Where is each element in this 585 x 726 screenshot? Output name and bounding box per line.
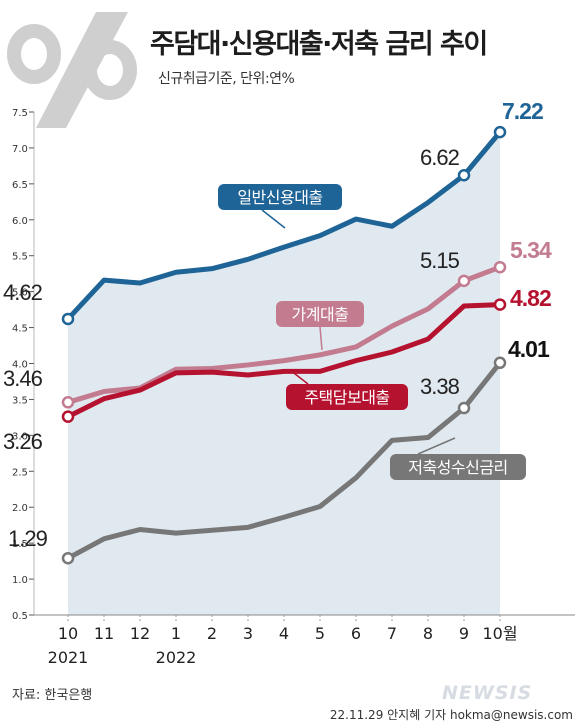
y-tick-label: 4.0 xyxy=(12,360,28,371)
data-label: 3.38 xyxy=(420,374,460,399)
chart-subtitle: 신규취급기준, 단위:연% xyxy=(158,71,295,87)
data-point xyxy=(61,551,75,565)
series-points xyxy=(61,125,507,565)
data-point xyxy=(493,260,507,274)
x-tick-label: 5 xyxy=(315,624,325,643)
y-tick-label: 5.0 xyxy=(12,288,28,299)
series-line-2 xyxy=(65,302,503,420)
x-tick-label: 6 xyxy=(351,624,361,643)
x-tick-label: 10 xyxy=(58,624,78,643)
x-tick-label: 10월 xyxy=(482,624,517,643)
y-tick-label: 1.5 xyxy=(12,539,28,550)
y-tick-label: 1.0 xyxy=(12,575,28,586)
y-tick-label: 2.5 xyxy=(12,467,28,478)
y-tick-label: 7.0 xyxy=(12,144,28,155)
y-tick-label: 3.5 xyxy=(12,395,28,406)
x-year-label: 2021 xyxy=(48,648,89,667)
x-tick-label: 3 xyxy=(243,624,253,643)
tag-leader xyxy=(319,326,323,351)
y-tick-label: 7.5 xyxy=(12,108,28,119)
y-tick-label: 6.0 xyxy=(12,216,28,227)
x-tick-label: 9 xyxy=(459,624,469,643)
data-label: 1.29 xyxy=(8,526,48,551)
data-label: 4.82 xyxy=(510,285,551,311)
y-tick-label: 4.5 xyxy=(12,324,28,335)
data-label: 4.01 xyxy=(508,336,550,362)
series-tag-label: 일반신용대출 xyxy=(237,188,322,207)
data-point xyxy=(61,396,75,409)
source-note: 자료: 한국은행 xyxy=(12,688,93,703)
x-tick-label: 7 xyxy=(387,624,397,643)
percent-logo-ring-top xyxy=(7,24,61,84)
x-tick-label: 12 xyxy=(130,624,150,643)
tag-box xyxy=(390,454,526,480)
tag-box xyxy=(286,384,408,410)
credit-line: 22.11.29 안지혜 기자 hokma@newsis.com xyxy=(329,708,573,722)
data-labels: 4.62 6.62 7.22 3.46 5.15 5.34 3.26 4.82 1.29 3.38… xyxy=(3,98,553,551)
data-point xyxy=(61,410,75,423)
percent-logo-ring-bottom xyxy=(83,40,137,100)
series-tag-label: 가계대출 xyxy=(292,305,349,324)
data-label: 6.62 xyxy=(420,145,460,170)
data-point xyxy=(61,312,75,326)
data-point xyxy=(457,401,471,415)
series-lines xyxy=(65,129,503,561)
data-label: 5.15 xyxy=(420,248,460,273)
data-label: 4.62 xyxy=(3,280,43,305)
data-label: 3.46 xyxy=(3,366,43,391)
series-line-0 xyxy=(65,129,503,322)
tag-box xyxy=(276,301,364,327)
x-tick-label: 4 xyxy=(279,624,289,643)
tag-leader xyxy=(289,369,309,385)
tag-leader xyxy=(261,209,286,229)
data-label: 3.26 xyxy=(3,429,43,454)
y-tick-label: 5.5 xyxy=(12,252,28,263)
data-point xyxy=(493,298,507,311)
tag-leader xyxy=(417,437,456,455)
tag-box xyxy=(218,184,342,210)
x-year-label: 2022 xyxy=(156,648,197,667)
x-tick-label: 8 xyxy=(423,624,433,643)
chart-title: 주담대·신용대출·저축 금리 추이 xyxy=(150,29,488,60)
y-tick-label: 0.5 xyxy=(12,611,28,622)
y-tick-label: 3.0 xyxy=(12,431,28,442)
y-tick-label: 2.0 xyxy=(12,503,28,514)
percent-logo xyxy=(7,12,137,128)
x-tick-label: 11 xyxy=(94,624,114,643)
data-point xyxy=(493,125,507,139)
data-point xyxy=(457,274,471,288)
data-label: 5.34 xyxy=(510,237,552,263)
y-tick-label: 6.5 xyxy=(12,180,28,191)
series-tag-label: 저축성수신금리 xyxy=(408,458,508,477)
newsis-watermark: NEWSIS xyxy=(442,682,533,704)
x-tick-label: 2 xyxy=(207,624,217,643)
x-tick-label: 1 xyxy=(171,624,181,643)
data-label: 7.22 xyxy=(502,98,543,124)
series-line-3 xyxy=(65,360,503,561)
data-point xyxy=(457,168,471,182)
series-tag-label: 주택담보대출 xyxy=(304,388,389,407)
y-axis: 0.5 1.0 1.5 2.0 2.5 3.0 3.5 4.0 4.5 5.0 5.5 6.0 6.5 7… xyxy=(12,108,35,622)
data-point xyxy=(493,356,507,370)
